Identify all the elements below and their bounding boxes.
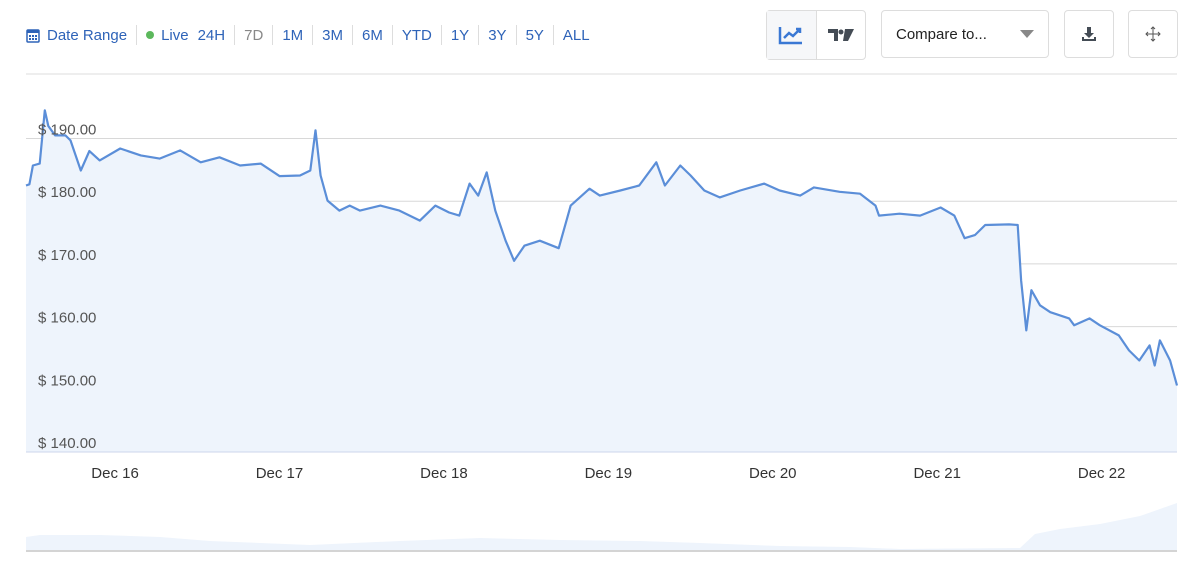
y-tick-label: $ 160.00 <box>38 310 96 327</box>
line-chart-icon <box>779 27 803 45</box>
caret-down-icon <box>1020 30 1034 38</box>
line-chart-button[interactable] <box>767 11 817 59</box>
x-tick-label: Dec 21 <box>913 465 961 482</box>
fullscreen-move-icon <box>1145 26 1161 42</box>
download-icon <box>1082 27 1096 41</box>
chart-type-toggle <box>766 10 866 60</box>
tradingview-icon <box>827 29 854 41</box>
y-tick-label: $ 170.00 <box>38 247 96 264</box>
navigator-area[interactable] <box>26 503 1177 550</box>
calendar-icon <box>26 28 40 43</box>
compare-dropdown[interactable]: Compare to... <box>881 10 1049 58</box>
range-ytd[interactable]: YTD <box>391 25 441 45</box>
x-tick-label: Dec 22 <box>1078 465 1126 482</box>
range-7d[interactable]: 7D <box>234 25 272 45</box>
range-all[interactable]: ALL <box>552 25 599 45</box>
live-dot-icon <box>146 31 155 39</box>
y-tick-label: $ 150.00 <box>38 372 96 389</box>
range-1y[interactable]: 1Y <box>440 25 478 45</box>
range-1m[interactable]: 1M <box>272 25 312 45</box>
x-tick-label: Dec 17 <box>256 465 304 482</box>
range-24h[interactable]: 24H <box>197 26 226 44</box>
date-range-label: Date Range <box>47 26 128 44</box>
range-3y[interactable]: 3Y <box>478 25 515 45</box>
x-tick-label: Dec 20 <box>749 465 797 482</box>
x-tick-label: Dec 16 <box>91 465 139 482</box>
date-range-button[interactable]: Date Range <box>26 25 136 45</box>
y-tick-label: $ 190.00 <box>38 122 96 139</box>
live-label: Live <box>161 26 189 44</box>
live-button[interactable]: Live <box>136 25 198 45</box>
y-tick-label: $ 180.00 <box>38 184 96 201</box>
range-5y[interactable]: 5Y <box>515 25 553 45</box>
range-3m[interactable]: 3M <box>312 25 352 45</box>
fullscreen-button[interactable] <box>1128 10 1178 58</box>
x-tick-label: Dec 18 <box>420 465 468 482</box>
price-area <box>26 110 1177 453</box>
download-button[interactable] <box>1064 10 1114 58</box>
tradingview-button[interactable] <box>817 11 866 59</box>
price-line <box>25 109 1179 386</box>
range-toolbar: Date Range Live 24H 7D 1M 3M 6M YTD 1Y 3Y 5Y ALL <box>26 22 599 48</box>
range-6m[interactable]: 6M <box>352 25 392 45</box>
x-tick-label: Dec 19 <box>585 465 633 482</box>
y-tick-label: $ 140.00 <box>38 435 96 452</box>
compare-label: Compare to... <box>896 25 987 43</box>
